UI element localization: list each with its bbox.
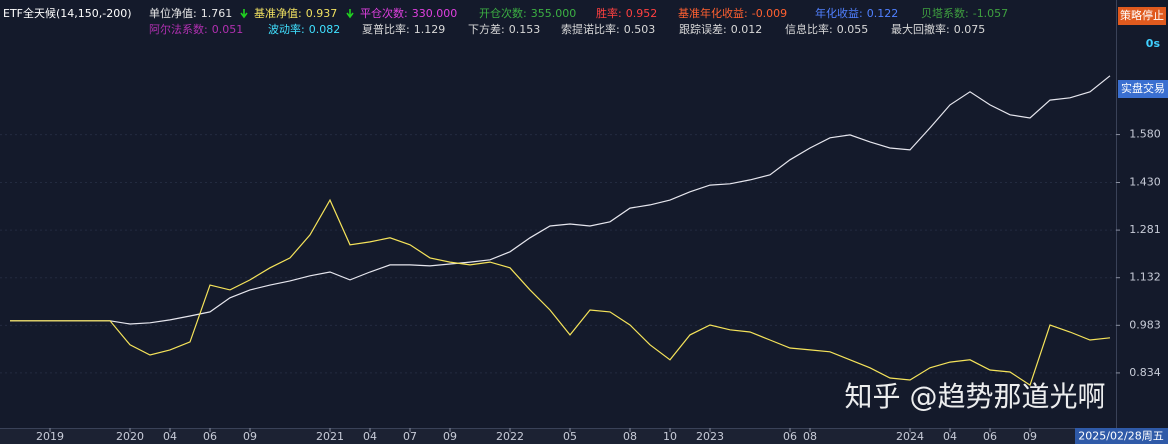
strategy-title: ETF全天候(14,150,-200): [3, 6, 132, 20]
stat-value: 0.012: [731, 23, 763, 36]
stat-label: 年化收益:: [815, 6, 863, 20]
x-tick-label: 2024: [896, 430, 924, 443]
x-tick-label: 09: [443, 430, 457, 443]
stat-value: 0.075: [954, 23, 986, 36]
x-tick-label: 2023: [696, 430, 724, 443]
y-tick-label: 1.132: [1129, 271, 1161, 284]
stat: 跟踪误差: 0.012: [679, 22, 762, 36]
y-tick-label: 0.983: [1129, 318, 1161, 331]
stat-value: 0.122: [867, 7, 899, 20]
y-tick-label: 1.580: [1129, 128, 1161, 141]
stat: 基准年化收益: -0.009: [678, 6, 787, 20]
x-tick-label: 2022: [496, 430, 524, 443]
stat: 平仓次数: 330.000: [360, 6, 457, 20]
stat: 基准净值: 0.937: [254, 6, 337, 20]
timer: 0s: [1146, 37, 1161, 50]
stat-value: 0.937: [306, 7, 338, 20]
stat-value: 0.952: [626, 7, 658, 20]
x-tick-label: 04: [943, 430, 957, 443]
down-arrows: [240, 9, 354, 19]
stat: 年化收益: 0.122: [815, 6, 898, 20]
series-line: [10, 75, 1111, 325]
stop-button-label[interactable]: 策略停止: [1120, 8, 1164, 22]
stat-value: 0.051: [212, 23, 244, 36]
stat-label: 阿尔法系数:: [149, 22, 208, 36]
stat-label: 索提诺比率:: [561, 22, 620, 36]
x-tick-label: 05: [563, 430, 577, 443]
stat-value: 330.000: [412, 7, 458, 20]
stat-label: 贝塔系数:: [921, 7, 969, 20]
stat: 开仓次数: 355.000: [479, 6, 576, 20]
stat-value: 0.055: [837, 23, 869, 36]
stat: 胜率: 0.952: [596, 6, 657, 20]
x-axis-strip: [0, 428, 1168, 444]
stat: 夏普比率: 1.129: [362, 22, 445, 36]
stat-label: 基准净值:: [254, 6, 302, 20]
stat-value: 355.000: [531, 7, 577, 20]
stat: 最大回撤率: 0.075: [891, 22, 985, 36]
x-tick-label: 09: [243, 430, 257, 443]
stop-button[interactable]: [1118, 7, 1166, 25]
stat-label: 夏普比率:: [362, 22, 410, 36]
stat: 信息比率: 0.055: [785, 22, 868, 36]
x-tick-label: 07: [403, 430, 417, 443]
x-tick-label: 06: [783, 430, 797, 443]
series-line: [10, 198, 1111, 387]
x-tick-label: 10: [663, 430, 677, 443]
live-button[interactable]: [1118, 80, 1168, 98]
stat: 索提诺比率: 0.503: [561, 22, 655, 36]
stat-label: 平仓次数:: [360, 6, 408, 20]
stat-label: 下方差:: [468, 22, 505, 36]
stat-value: 0.153: [509, 23, 541, 36]
watermark: 知乎 @趋势那道光啊: [845, 380, 1106, 413]
stat: 单位净值: 1.761: [149, 6, 232, 20]
x-tick-label: 04: [163, 430, 177, 443]
x-tick-label: 06: [983, 430, 997, 443]
y-tick-label: 0.834: [1129, 366, 1161, 379]
stat-label: 信息比率:: [785, 22, 833, 36]
stat-value: 1.129: [414, 23, 446, 36]
y-tick-label: 1.281: [1129, 223, 1161, 236]
cursor-date: 2025/02/28周五: [1078, 430, 1163, 443]
stat-value: 0.503: [624, 23, 656, 36]
stat-label: 跟踪误差:: [679, 22, 727, 36]
stat-value: -1.057: [973, 7, 1008, 20]
x-tick-label: 2019: [36, 430, 64, 443]
x-tick-label: 06: [203, 430, 217, 443]
stat-label: 波动率:: [268, 22, 305, 36]
x-tick-label: 08: [623, 430, 637, 443]
stat: 贝塔系数: -1.057: [921, 7, 1008, 20]
x-tick-label: 09: [1023, 430, 1037, 443]
stat-label: 胜率:: [596, 6, 622, 20]
stat: 阿尔法系数: 0.051: [149, 22, 243, 36]
live-button-label[interactable]: 实盘交易: [1121, 81, 1165, 95]
stat-label: 基准年化收益:: [678, 6, 748, 20]
stat-label: 单位净值:: [149, 6, 197, 20]
stat-value: 1.761: [201, 7, 233, 20]
cursor-box: [1075, 428, 1168, 444]
stat-value: -0.009: [752, 7, 787, 20]
stat: 波动率: 0.082: [268, 22, 340, 36]
x-tick-label: 2021: [316, 430, 344, 443]
stat-value: 0.082: [309, 23, 341, 36]
x-tick-label: 2020: [116, 430, 144, 443]
stat-label: 最大回撤率:: [891, 22, 950, 36]
x-tick-label: 08: [803, 430, 817, 443]
stat-label: 开仓次数:: [479, 6, 527, 20]
x-tick-label: 04: [363, 430, 377, 443]
stat: 下方差: 0.153: [468, 22, 540, 36]
y-tick-label: 1.430: [1129, 175, 1161, 188]
